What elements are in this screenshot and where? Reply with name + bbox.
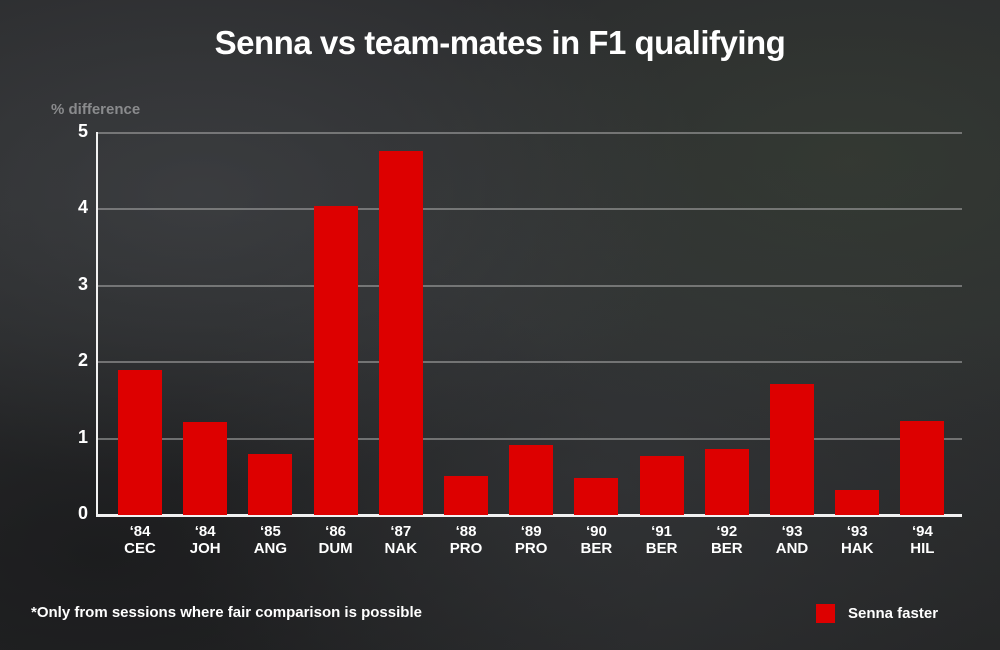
x-tick-year: ‘90 (585, 523, 607, 540)
x-tick-label: ‘93 AND (760, 523, 824, 557)
x-tick-label: ‘85 ANG (238, 523, 302, 557)
x-tick-driver: DUM (318, 540, 353, 557)
x-tick-label: ‘87 NAK (369, 523, 433, 557)
x-tick-driver: BER (645, 540, 678, 557)
y-tick-label: 0 (77, 503, 88, 523)
bar (574, 478, 619, 515)
x-tick-driver: HAK (840, 540, 874, 557)
y-axis-line (96, 132, 98, 516)
x-tick-driver: BER (710, 540, 743, 557)
gridline (97, 284, 962, 287)
x-tick-label: ‘89 PRO (499, 523, 563, 557)
x-tick-year: ‘86 (325, 523, 347, 540)
bar (835, 489, 880, 515)
legend: Senna faster (816, 604, 938, 623)
bar (378, 151, 423, 515)
x-tick-year: ‘88 (455, 523, 477, 540)
bar (248, 453, 293, 515)
x-tick-year: ‘94 (911, 523, 933, 540)
x-tick-driver: JOH (189, 540, 221, 557)
bar (313, 205, 358, 515)
x-tick-driver: CEC (124, 540, 156, 557)
y-tick-label: 1 (77, 426, 88, 447)
legend-swatch-icon (816, 604, 835, 623)
x-tick-label: ‘94 HIL (890, 523, 954, 557)
x-tick-year: ‘84 (129, 523, 151, 540)
y-tick-label: 5 (77, 121, 88, 141)
x-tick-driver: PRO (514, 540, 548, 557)
x-tick-driver: HIL (910, 540, 935, 557)
x-tick-year: ‘93 (846, 523, 868, 540)
gridline (97, 437, 962, 440)
x-tick-label: ‘84 CEC (108, 523, 172, 557)
x-tick-label: ‘92 BER (695, 523, 759, 557)
bar (183, 421, 228, 515)
footnote: *Only from sessions where fair compariso… (31, 604, 422, 621)
x-tick-driver: BER (580, 540, 613, 557)
x-tick-label: ‘93 HAK (825, 523, 889, 557)
x-tick-year: ‘84 (194, 523, 216, 540)
chart-title: Senna vs team-mates in F1 qualifying (214, 24, 786, 61)
x-tick-label: ‘88 PRO (434, 523, 498, 557)
bar (118, 369, 162, 515)
x-tick-year: ‘93 (781, 523, 803, 540)
x-tick-year: ‘85 (259, 523, 281, 540)
x-tick-label: ‘86 DUM (304, 523, 368, 557)
legend-label: Senna faster (848, 605, 939, 622)
y-tick-label: 3 (77, 273, 88, 294)
bar (639, 456, 684, 515)
x-tick-driver: ANG (253, 540, 288, 557)
x-tick-driver: NAK (384, 540, 418, 557)
x-tick-year: ‘89 (520, 523, 542, 540)
y-tick-label: 2 (77, 350, 88, 371)
bar (704, 449, 749, 515)
x-tick-label: ‘91 BER (630, 523, 694, 557)
x-tick-label: ‘84 JOH (173, 523, 237, 557)
gridline (97, 208, 962, 211)
x-tick-driver: AND (775, 540, 809, 557)
y-axis-label: % difference (51, 101, 141, 118)
bar (770, 383, 814, 515)
x-tick-driver: PRO (449, 540, 483, 557)
gridline (97, 132, 962, 134)
x-tick-label: ‘90 BER (564, 523, 628, 557)
x-tick-year: ‘92 (716, 523, 738, 540)
x-tick-year: ‘91 (651, 523, 673, 540)
x-tick-year: ‘87 (390, 523, 412, 540)
x-axis-line (96, 514, 962, 517)
bar (444, 476, 488, 515)
bar (900, 421, 945, 515)
gridline (97, 361, 962, 364)
y-tick-label: 4 (77, 197, 88, 218)
bar (509, 444, 554, 515)
